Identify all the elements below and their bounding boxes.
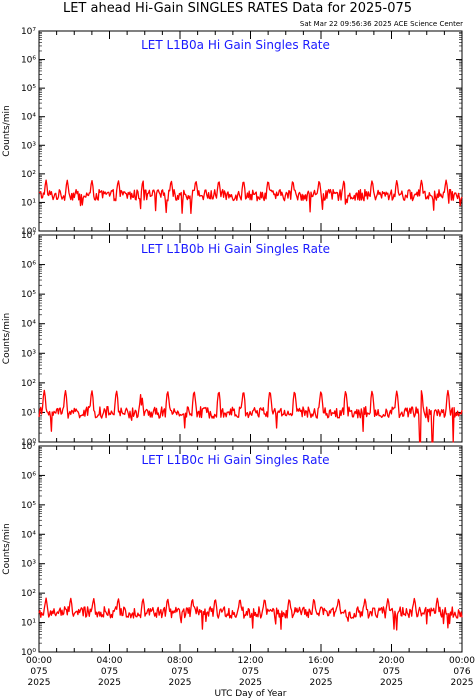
- y-tick-label: 10⁵: [21, 501, 36, 511]
- x-tick-label-time: 04:00: [97, 656, 123, 666]
- x-tick-label-time: 20:00: [379, 656, 405, 666]
- y-tick-label: 10⁰: [21, 438, 36, 448]
- x-tick-label-doy: 076: [453, 667, 470, 677]
- y-tick-label: 10⁴: [21, 530, 36, 540]
- panel-frame: [38, 445, 463, 653]
- panel-title: LET L1B0a Hi Gain Singles Rate: [141, 38, 330, 52]
- x-tick-label-year: 2025: [28, 678, 51, 688]
- panel-frame: [38, 30, 463, 232]
- y-tick-label: 10⁷: [21, 27, 36, 37]
- y-tick-label: 10⁷: [21, 231, 36, 241]
- y-tick-label: 10¹: [21, 198, 36, 208]
- y-tick-label: 10³: [21, 560, 36, 570]
- y-tick-label: 10⁵: [21, 290, 36, 300]
- x-tick-label-doy: 075: [242, 667, 259, 677]
- x-tick-label-year: 2025: [451, 678, 474, 688]
- y-tick-label: 10⁴: [21, 320, 36, 330]
- x-tick-label-doy: 075: [171, 667, 188, 677]
- singles-rate-line: [38, 389, 463, 443]
- x-tick-label-time: 00:00: [449, 656, 475, 666]
- x-tick-label-year: 2025: [310, 678, 333, 688]
- y-axis-label: Counts/min: [2, 105, 12, 156]
- x-tick-label-doy: 075: [30, 667, 47, 677]
- generation-timestamp: Sat Mar 22 09:56:36 2025 ACE Science Cen…: [299, 20, 463, 28]
- x-tick-label-year: 2025: [380, 678, 403, 688]
- y-tick-label: 10²: [21, 589, 36, 599]
- x-tick-label-time: 16:00: [308, 656, 334, 666]
- x-tick-label-year: 2025: [98, 678, 121, 688]
- y-tick-label: 10²: [21, 170, 36, 180]
- y-tick-label: 10¹: [21, 408, 36, 418]
- chart-title: LET ahead Hi-Gain SINGLES RATES Data for…: [62, 1, 413, 16]
- x-tick-label-year: 2025: [239, 678, 262, 688]
- x-tick-label-doy: 075: [101, 667, 118, 677]
- y-tick-label: 10⁷: [21, 442, 36, 452]
- singles-rate-line: [38, 597, 463, 631]
- x-axis-label: UTC Day of Year: [215, 689, 287, 699]
- y-tick-label: 10³: [21, 141, 36, 151]
- x-tick-label-time: 08:00: [167, 656, 193, 666]
- x-tick-label-doy: 075: [383, 667, 400, 677]
- y-tick-label: 10⁶: [21, 56, 36, 66]
- y-tick-label: 10⁵: [21, 84, 36, 94]
- y-tick-label: 10⁰: [21, 648, 36, 658]
- y-tick-label: 10⁴: [21, 113, 36, 123]
- y-tick-label: 10⁶: [21, 471, 36, 481]
- x-tick-label-year: 2025: [169, 678, 192, 688]
- x-tick-label-time: 12:00: [238, 656, 264, 666]
- y-tick-label: 10²: [21, 379, 36, 389]
- singles-rate-line: [38, 179, 463, 215]
- y-tick-label: 10¹: [21, 619, 36, 629]
- panel-title: LET L1B0c Hi Gain Singles Rate: [141, 453, 329, 467]
- x-tick-label-doy: 075: [312, 667, 329, 677]
- y-tick-label: 10³: [21, 349, 36, 359]
- panel-title: LET L1B0b Hi Gain Singles Rate: [141, 242, 330, 256]
- y-tick-label: 10⁶: [21, 261, 36, 271]
- y-tick-label: 10⁰: [21, 227, 36, 237]
- x-tick-label-time: 00:00: [26, 656, 52, 666]
- y-axis-label: Counts/min: [2, 523, 12, 574]
- y-axis-label: Counts/min: [2, 313, 12, 364]
